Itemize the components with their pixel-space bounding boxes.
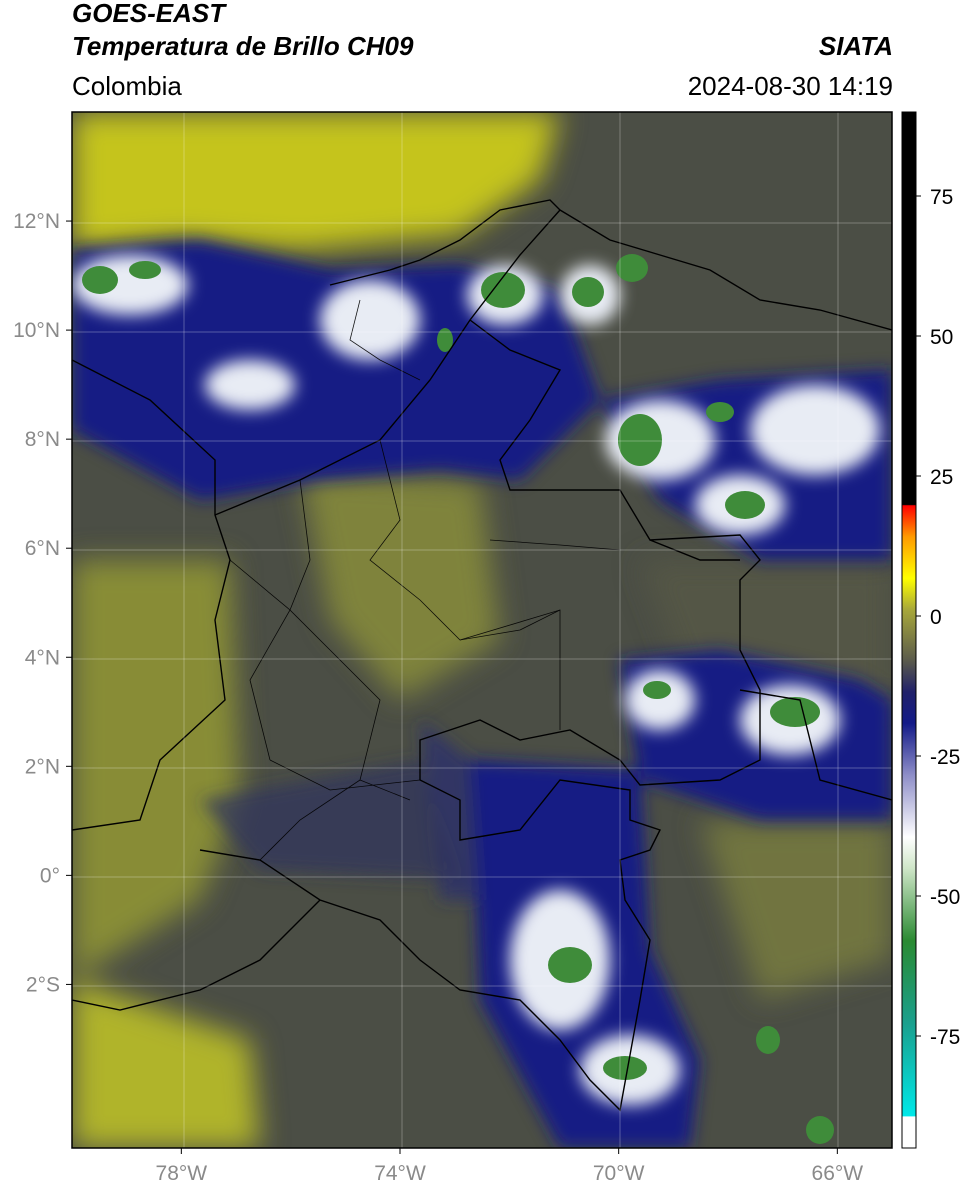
lat-tick-label: 0°	[40, 864, 60, 887]
latitude-ticks: 12°N 10°N 8°N 6°N 4°N 2°N 0° 2°S	[13, 210, 72, 996]
colorbar-tick-label: -75	[930, 1026, 960, 1049]
lat-tick-label: 2°S	[26, 973, 60, 996]
lon-tick-label: 70°W	[593, 1162, 645, 1185]
colorbar-ticks: 75 50 25 0 -25 -50 -75	[916, 186, 960, 1049]
lat-tick-label: 6°N	[25, 537, 60, 560]
lon-tick-label: 66°W	[812, 1162, 864, 1185]
colorbar-tick-label: 0	[930, 606, 942, 629]
lat-tick-label: 10°N	[13, 319, 60, 342]
satellite-title: GOES-EAST	[72, 0, 226, 28]
colorbar	[901, 111, 917, 1149]
region-label: Colombia	[72, 71, 182, 101]
colorbar-tick-label: 25	[930, 466, 953, 489]
product-title: Temperatura de Brillo CH09	[72, 31, 414, 61]
map-frame	[71, 111, 893, 1149]
lat-tick-label: 8°N	[25, 428, 60, 451]
brightness-temperature-image	[72, 112, 892, 1148]
timestamp-label: 2024-08-30 14:19	[687, 71, 893, 101]
lon-tick-label: 78°W	[156, 1162, 208, 1185]
lat-tick-label: 2°N	[25, 755, 60, 778]
lat-tick-label: 12°N	[13, 210, 60, 233]
colorbar-tick-label: 50	[930, 326, 953, 349]
longitude-ticks: 78°W 74°W 70°W 66°W	[156, 1148, 864, 1185]
colorbar-tick-label: -50	[930, 886, 960, 909]
lat-tick-label: 4°N	[25, 646, 60, 669]
lon-tick-label: 74°W	[374, 1162, 426, 1185]
colorbar-tick-label: 75	[930, 186, 953, 209]
colorbar-tick-label: -25	[930, 746, 960, 769]
agency-label: SIATA	[818, 31, 893, 61]
